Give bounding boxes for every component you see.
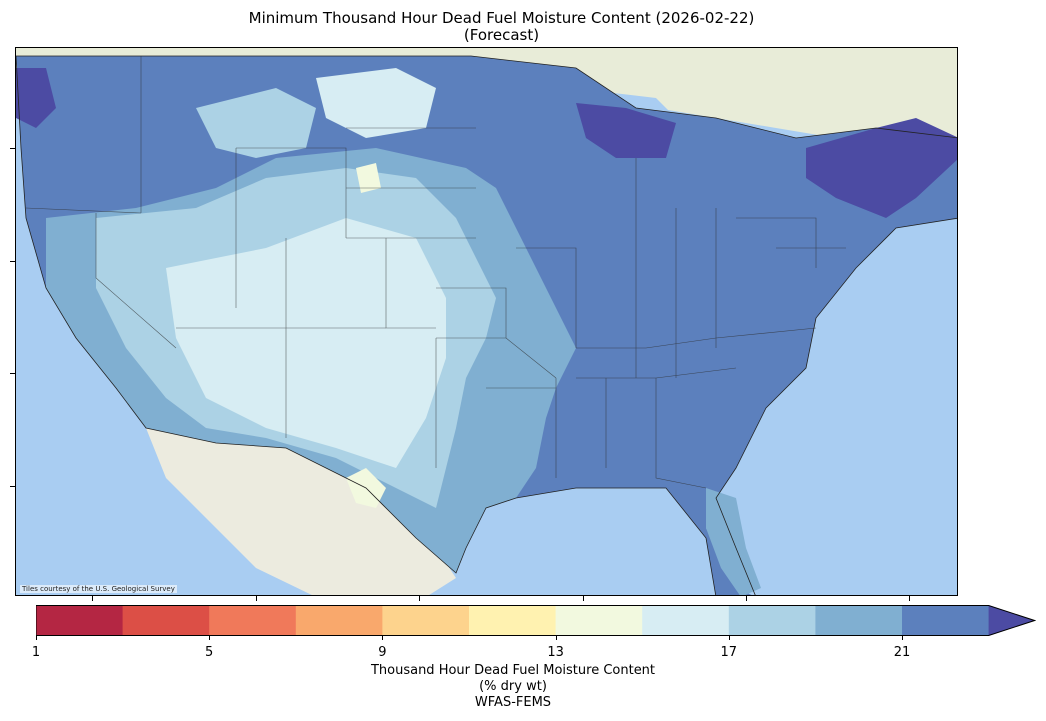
colorbar-segment <box>555 605 643 636</box>
x-tick <box>746 596 747 601</box>
colorbar-segment <box>728 605 816 636</box>
colorbar-segment <box>469 605 557 636</box>
colorbar-unit: (% dry wt) <box>479 679 547 694</box>
x-tick <box>583 596 584 601</box>
colorbar-segment <box>382 605 470 636</box>
colorbar-tick-label: 13 <box>547 645 564 660</box>
colorbar-tick-label: 5 <box>205 645 214 660</box>
zone-nebraska-dry <box>356 163 381 193</box>
colorbar-source: WFAS-FEMS <box>474 695 552 710</box>
chart-subtitle: (Forecast) <box>463 26 540 44</box>
colorbar-segment <box>295 605 383 636</box>
colorbar-segment <box>209 605 297 636</box>
y-tick <box>10 261 15 262</box>
x-tick <box>256 596 257 601</box>
colorbar-tick-label: 9 <box>378 645 387 660</box>
map-attribution: Tiles courtesy of the U.S. Geological Su… <box>20 585 177 593</box>
state-boundaries <box>25 56 846 489</box>
zone-max-northeast <box>806 118 957 218</box>
colorbar-tick <box>728 636 730 640</box>
us-outline <box>16 55 957 595</box>
x-tick <box>92 596 93 601</box>
colorbar-tick-label: 1 <box>31 645 41 660</box>
colorbar-tick-label: 17 <box>720 645 738 660</box>
x-tick <box>909 596 910 601</box>
zone-idaho-montana <box>196 88 316 158</box>
zone-max-greatlakes <box>576 103 676 158</box>
colorbar-extend-arrow <box>988 605 1035 636</box>
colorbar <box>36 605 1036 636</box>
canada-land <box>16 48 957 158</box>
colorbar-tick <box>555 636 557 640</box>
moisture-map <box>16 48 957 595</box>
zone-max-pnw <box>16 68 56 128</box>
colorbar-segment <box>902 605 990 636</box>
x-tick <box>419 596 420 601</box>
colorbar-segment <box>815 605 903 636</box>
colorbar-tick-label: 21 <box>893 645 911 660</box>
colorbar-outline <box>36 605 1036 636</box>
y-tick <box>10 486 15 487</box>
colorbar-tick <box>902 636 903 640</box>
colorbar-tick <box>209 636 211 640</box>
colorbar-tick <box>382 636 384 640</box>
chart-title: Minimum Thousand Hour Dead Fuel Moisture… <box>248 9 755 27</box>
colorbar-tick <box>36 636 37 640</box>
mexico-land <box>146 428 456 595</box>
colorbar-segment <box>122 605 210 636</box>
y-tick <box>10 148 15 149</box>
zone-montana-dry <box>316 68 436 138</box>
colorbar-segment <box>36 605 124 636</box>
colorbar-segment <box>642 605 730 636</box>
colorbar-label: Thousand Hour Dead Fuel Moisture Content <box>370 663 656 678</box>
map-panel[interactable]: Tiles courtesy of the U.S. Geological Su… <box>15 47 958 596</box>
y-tick <box>10 373 15 374</box>
